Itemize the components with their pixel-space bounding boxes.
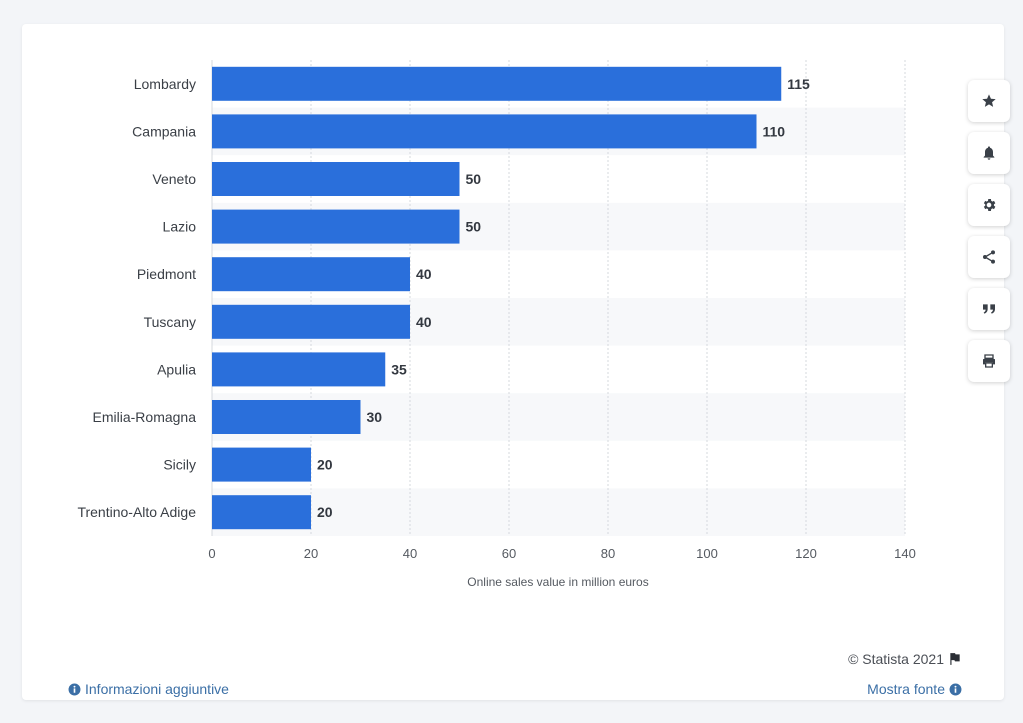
category-label: Trentino-Alto Adige: [77, 504, 196, 520]
bar[interactable]: [212, 304, 410, 339]
print-icon: [983, 354, 995, 368]
x-tick-label: 20: [304, 546, 318, 561]
bar-chart: 115 110 50 50 40 40 35 30 20 20 Lombardy Campania V…: [77, 60, 916, 589]
category-label: Tuscany: [144, 314, 196, 330]
value-label: 110: [763, 123, 786, 139]
category-label: Lombardy: [134, 76, 196, 92]
category-label: Emilia-Romagna: [93, 409, 197, 425]
value-label: 115: [787, 76, 810, 92]
category-label: Lazio: [163, 219, 197, 235]
x-tick-label: 80: [601, 546, 615, 561]
star-icon: [982, 94, 996, 107]
category-label: Campania: [132, 123, 196, 139]
show-source-label: Mostra fonte: [867, 681, 945, 697]
bell-icon: [983, 146, 995, 160]
bar[interactable]: [212, 400, 361, 434]
show-source-link[interactable]: Mostra fonte: [867, 681, 962, 697]
info-icon: [949, 683, 962, 695]
bars: [212, 66, 782, 530]
bar[interactable]: [212, 209, 460, 244]
notification-button[interactable]: [968, 132, 1010, 174]
copyright-text: © Statista 2021: [848, 651, 944, 667]
value-label: 40: [416, 314, 432, 330]
value-label: 35: [391, 361, 407, 377]
chart-card: 115 110 50 50 40 40 35 30 20 20 Lombardy Campania V…: [22, 24, 1010, 700]
x-tick-label: 60: [502, 546, 516, 561]
category-label: Apulia: [157, 361, 196, 377]
row-band: [212, 488, 905, 536]
x-tick-label: 0: [208, 546, 215, 561]
value-label: 50: [466, 171, 482, 187]
settings-button[interactable]: [968, 184, 1010, 226]
share-button[interactable]: [968, 236, 1010, 278]
category-labels: Lombardy Campania Veneto Lazio Piedmont Tusca…: [77, 76, 196, 520]
value-label: 30: [367, 409, 383, 425]
bar[interactable]: [212, 66, 782, 101]
flag-icon[interactable]: [948, 652, 962, 666]
bar[interactable]: [212, 257, 410, 292]
value-label: 50: [466, 219, 482, 235]
share-icon: [983, 250, 995, 264]
copyright: © Statista 2021: [848, 651, 962, 667]
cite-button[interactable]: [968, 288, 1010, 330]
bar[interactable]: [212, 114, 757, 149]
additional-info-link[interactable]: Informazioni aggiuntive: [68, 681, 229, 697]
value-label: 20: [317, 504, 333, 520]
info-icon: [68, 683, 81, 695]
favorite-button[interactable]: [968, 80, 1010, 122]
bar[interactable]: [212, 352, 386, 387]
print-button[interactable]: [968, 340, 1010, 382]
bar[interactable]: [212, 162, 460, 196]
x-tick-label: 140: [894, 546, 916, 561]
x-axis-title: Online sales value in million euros: [467, 575, 648, 589]
additional-info-label: Informazioni aggiuntive: [85, 681, 229, 697]
value-label: 40: [416, 266, 432, 282]
quote-icon: [983, 304, 995, 314]
x-tick-label: 120: [795, 546, 817, 561]
value-label: 20: [317, 457, 333, 473]
x-tick-label: 100: [696, 546, 718, 561]
row-bands: [212, 107, 905, 536]
x-tick-label: 40: [403, 546, 417, 561]
category-label: Sicily: [163, 457, 196, 473]
x-tick-labels: 0 20 40 60 80 100 120 140: [208, 546, 915, 561]
gear-icon: [983, 199, 996, 211]
value-labels: 115 110 50 50 40 40 35 30 20 20: [317, 76, 810, 520]
category-label: Veneto: [152, 171, 196, 187]
bar[interactable]: [212, 495, 311, 530]
bar[interactable]: [212, 447, 311, 482]
category-label: Piedmont: [137, 266, 196, 282]
